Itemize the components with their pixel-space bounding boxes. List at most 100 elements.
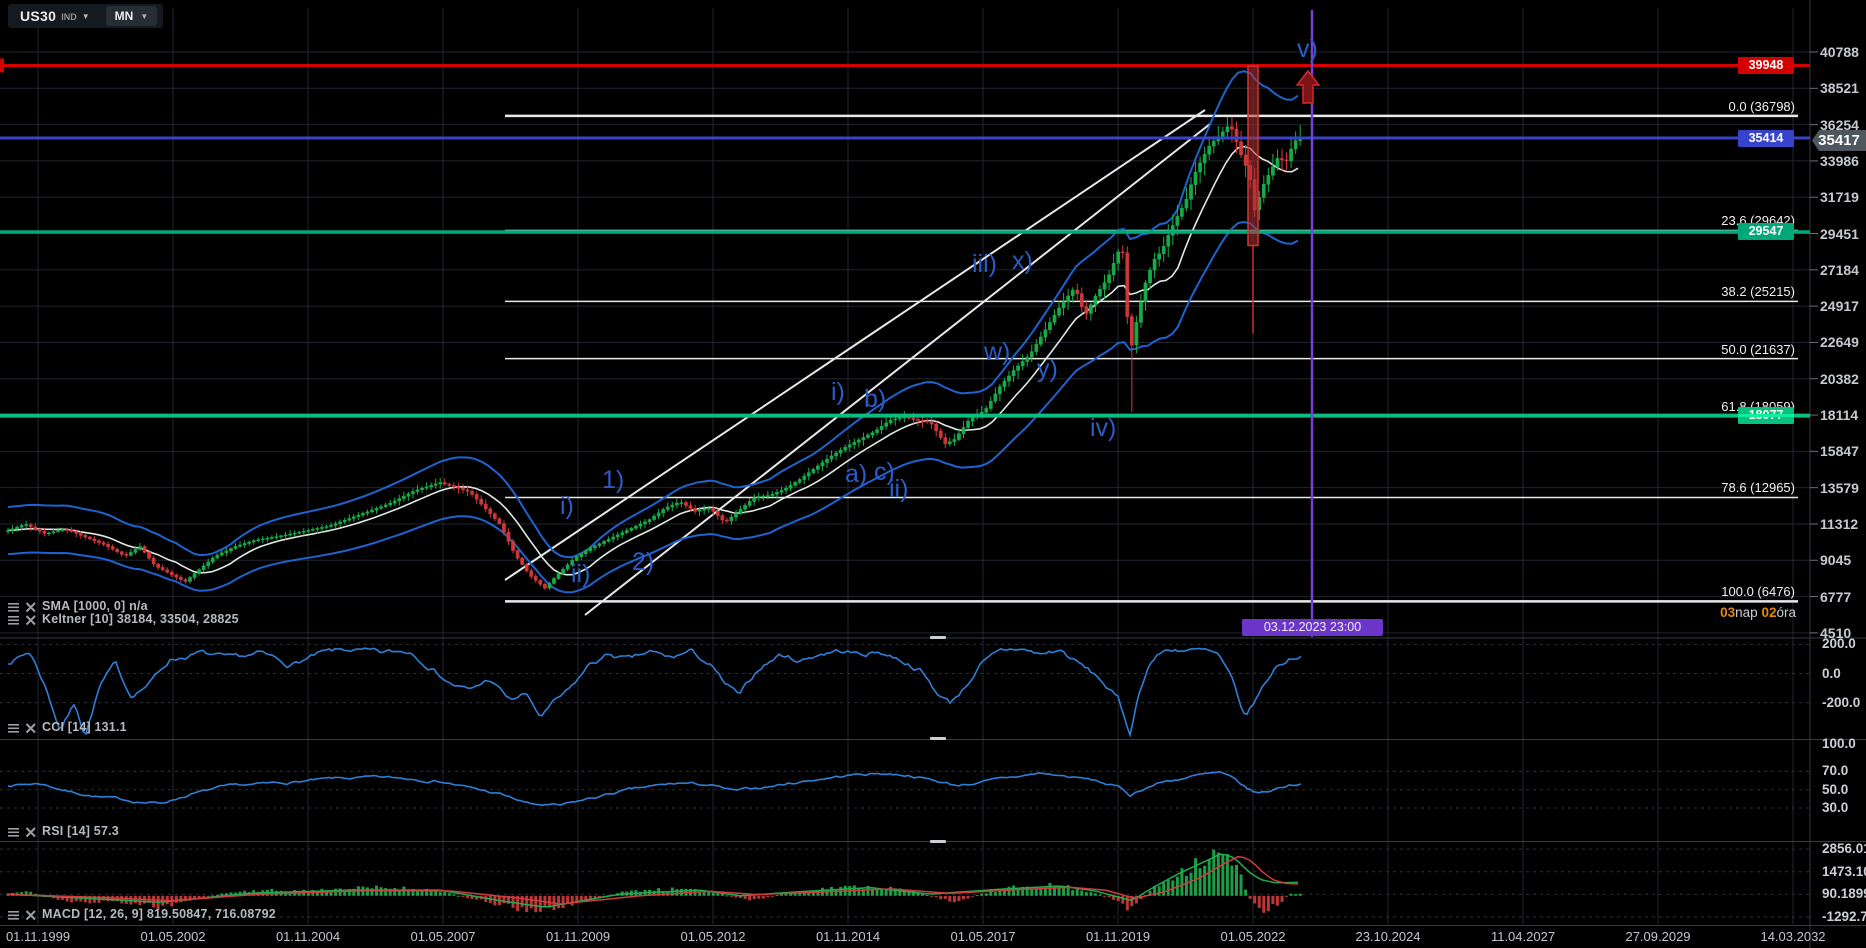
candle-body: [1230, 126, 1234, 130]
countdown-days-unit: nap: [1735, 605, 1758, 620]
price-axis-label: 13579: [1820, 479, 1859, 496]
panel-resize-handle[interactable]: [930, 636, 946, 639]
candle-body: [861, 437, 866, 441]
macd-histogram-bar: [547, 895, 551, 908]
indicator-close-icon[interactable]: [25, 613, 37, 626]
candle-body: [665, 506, 670, 510]
price-axis-label: 24917: [1820, 298, 1859, 315]
candle-body: [420, 488, 424, 490]
indicator-close-icon[interactable]: [25, 825, 37, 838]
macd-histogram-bar: [993, 892, 997, 896]
macd-histogram-bar: [29, 891, 33, 896]
indicator-settings-icon[interactable]: [8, 613, 20, 625]
indicator-settings-icon[interactable]: [8, 908, 20, 920]
candle-body: [374, 508, 379, 511]
timeframe-selector[interactable]: MN ▼: [105, 6, 158, 26]
macd-histogram-bar: [1071, 890, 1075, 896]
candle-body: [1098, 289, 1102, 297]
candle-body: [493, 513, 497, 519]
macd-histogram-bar: [811, 891, 815, 896]
macd-histogram-bar: [884, 889, 888, 896]
macd-histogram-bar: [1275, 895, 1279, 906]
candle-body: [479, 498, 484, 505]
candle-body: [1079, 293, 1084, 308]
trendline[interactable]: [504, 109, 1206, 581]
candle-body: [952, 439, 957, 442]
macd-histogram-bar: [211, 895, 215, 897]
macd-histogram-bar: [288, 892, 292, 896]
candle-body: [1125, 252, 1130, 317]
time-axis-label: 01.05.2007: [410, 929, 476, 944]
indicator-settings-icon[interactable]: [8, 721, 20, 733]
macd-histogram-bar: [534, 895, 538, 913]
candle-body: [65, 529, 70, 531]
candle-body: [638, 523, 643, 527]
candle-body: [1039, 336, 1043, 345]
candle-body: [1111, 263, 1116, 276]
indicator-label: CCI [14] 131.1: [42, 719, 127, 734]
candle-body: [301, 531, 306, 533]
indicator-close-icon[interactable]: [25, 721, 37, 734]
elliott-wave-label: i): [560, 492, 574, 520]
panel-resize-handle[interactable]: [930, 840, 946, 843]
indicator-label: SMA [1000, 0] n/a: [42, 598, 148, 613]
level-line-through-badge: [1738, 414, 1794, 418]
candle-body: [38, 528, 42, 532]
candle-body: [870, 432, 875, 436]
indicator-close-icon[interactable]: [25, 600, 37, 613]
time-axis-label: 27.09.2029: [1625, 929, 1691, 944]
candle-body: [160, 567, 165, 571]
candle-body: [452, 485, 456, 488]
macd-histogram-bar: [939, 895, 943, 900]
candle-body: [948, 441, 952, 445]
price-axis-label: 27184: [1820, 261, 1859, 278]
macd-histogram-bar: [957, 895, 961, 901]
price-axis-label: 15847: [1820, 443, 1859, 460]
macd-histogram-bar: [1002, 889, 1006, 896]
candle-body: [838, 449, 843, 454]
macd-histogram-bar: [980, 893, 984, 896]
candle-body: [697, 510, 702, 512]
macd-histogram-bar: [1062, 888, 1066, 896]
candle-body: [738, 509, 743, 514]
candle-body: [1152, 258, 1157, 271]
candle-body: [97, 540, 101, 543]
price-axis-label: 31719: [1820, 189, 1859, 206]
macd-histogram-bar: [707, 891, 711, 896]
macd-histogram-bar: [1121, 895, 1125, 904]
panel-resize-handle[interactable]: [930, 737, 946, 740]
trendline[interactable]: [584, 123, 1211, 616]
candle-body: [101, 542, 106, 545]
candle-body: [1193, 171, 1198, 185]
candle-body: [406, 493, 411, 497]
indicator-settings-icon[interactable]: [8, 825, 20, 837]
candle-body: [119, 551, 124, 555]
macd-histogram-bar: [56, 895, 60, 900]
candle-body: [242, 543, 247, 546]
macd-histogram-bar: [411, 889, 415, 896]
macd-histogram-bar: [661, 891, 665, 896]
price-axis-label: 11312: [1820, 515, 1859, 532]
candle-body: [684, 502, 688, 506]
symbol-selector[interactable]: US30 IND ▼: [14, 6, 96, 26]
macd-histogram-bar: [138, 895, 142, 906]
candle-body: [888, 419, 893, 424]
macd-histogram-bar: [1084, 892, 1088, 896]
macd-histogram-bar: [1025, 886, 1029, 896]
candle-body: [283, 534, 288, 537]
macd-histogram-bar: [652, 890, 656, 896]
candle-body: [966, 420, 970, 428]
candle-body: [133, 549, 138, 553]
candle-body: [1180, 207, 1184, 217]
candle-body: [288, 533, 292, 536]
indicator-close-icon[interactable]: [25, 908, 37, 921]
macd-histogram-bar: [529, 895, 533, 909]
macd-histogram-bar: [1039, 887, 1043, 896]
macd-histogram-bar: [1216, 852, 1220, 896]
indicator-settings-icon[interactable]: [8, 600, 20, 612]
candle-body: [993, 393, 998, 402]
candle-body: [670, 504, 675, 508]
candle-body: [311, 529, 315, 531]
candle-body: [1061, 301, 1066, 309]
